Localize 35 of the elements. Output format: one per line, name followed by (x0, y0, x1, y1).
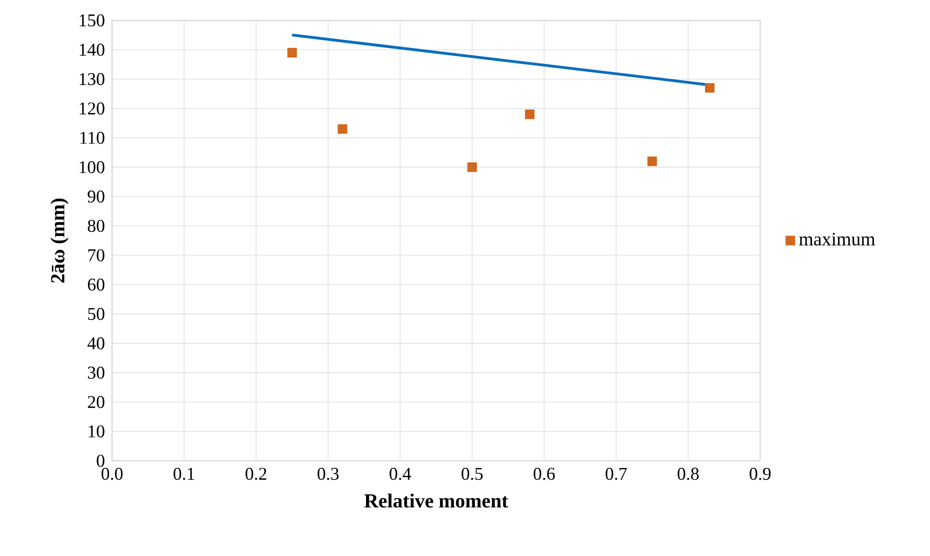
x-tick-label: 0.6 (534, 468, 555, 480)
point (647, 156, 657, 166)
point (287, 48, 297, 58)
y-tick-label: 150 (80, 14, 104, 27)
y-tick-label: 0 (96, 454, 104, 467)
point (704, 83, 715, 93)
y-tick-label: 50 (88, 308, 104, 320)
x-tick-label: 0.8 (678, 468, 699, 480)
y-tick-label: 80 (88, 220, 104, 232)
x-tick-label: 0.5 (462, 468, 483, 480)
point (524, 110, 535, 120)
x-tick-label: 0.7 (606, 468, 627, 480)
y-tick-label: 110 (80, 132, 104, 144)
y-tick-label: 60 (88, 278, 104, 291)
x-tick-label: 0.2 (246, 468, 266, 480)
point (338, 124, 348, 134)
y-tick-label: 10 (88, 425, 104, 438)
y-tick-label: 20 (88, 396, 104, 408)
y-tick-label: 30 (88, 366, 104, 379)
x-axis-title: Relative moment (364, 494, 508, 508)
y-tick-label: 40 (87, 337, 104, 350)
y-tick-label: 130 (80, 73, 104, 86)
y-tick-label: 90 (88, 190, 104, 203)
y-tick-label: 70 (88, 249, 104, 262)
x-tick-label: 0.1 (174, 468, 194, 480)
legend-label: maximum (799, 232, 876, 246)
y-tick-label: 140 (80, 44, 104, 56)
point (467, 162, 477, 172)
y-tick-label: 100 (80, 161, 104, 174)
y-tick-label: 120 (80, 102, 104, 115)
x-tick-label: 0.4 (390, 468, 412, 480)
x-tick-label: 0.0 (102, 468, 123, 480)
x-tick-label: 0.3 (318, 468, 339, 480)
x-tick-label: 0.9 (750, 468, 771, 480)
y-axis-title: 2āω (mm) (50, 198, 69, 283)
